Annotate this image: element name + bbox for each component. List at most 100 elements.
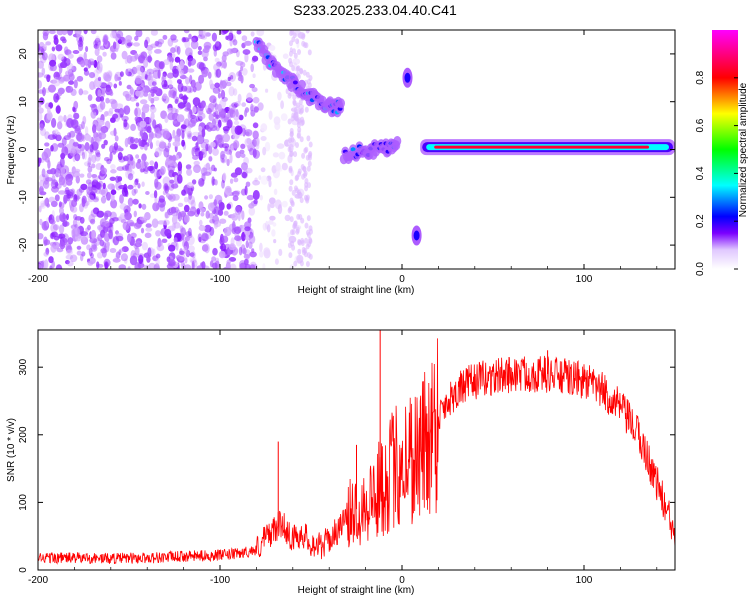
noise-blob (50, 244, 57, 253)
y-tick-label: -20 (18, 237, 29, 252)
noise-blob (96, 210, 105, 218)
noise-blob (155, 171, 163, 177)
noise-blob (215, 68, 222, 78)
noise-blob (79, 173, 85, 178)
noise-blob (190, 259, 197, 264)
noise-blob (185, 76, 190, 85)
noise-blob (111, 217, 119, 222)
noise-blob (105, 97, 110, 104)
noise-blob (271, 229, 276, 237)
noise-blob (39, 191, 47, 196)
noise-blob (176, 256, 185, 263)
noise-blob (92, 124, 97, 134)
noise-blob (109, 248, 117, 253)
noise-blob (38, 107, 44, 114)
noise-blob (241, 171, 248, 179)
noise-blob (304, 178, 309, 184)
noise-blob (229, 153, 233, 164)
noise-blob (179, 225, 184, 233)
noise-blob (149, 160, 155, 166)
noise-blob (135, 30, 143, 38)
noise-blob (187, 195, 195, 205)
noise-blob (138, 138, 142, 147)
noise-blob (306, 135, 311, 142)
noise-blob (153, 67, 159, 73)
noise-blob (200, 100, 206, 109)
noise-blob (127, 184, 134, 190)
noise-blob (211, 176, 215, 187)
noise-blob (281, 200, 288, 208)
noise-blob (163, 59, 170, 66)
noise-blob (223, 226, 232, 237)
noise-blob (240, 153, 246, 159)
noise-blob (89, 61, 95, 66)
noise-blob (51, 117, 57, 128)
noise-blob (218, 201, 225, 211)
noise-blob (143, 169, 149, 175)
noise-blob (150, 112, 155, 121)
noise-blob (229, 263, 237, 269)
noise-blob (99, 100, 106, 110)
trace-blob (337, 98, 345, 109)
noise-blob (76, 132, 85, 143)
noise-blob (241, 188, 247, 196)
noise-blob (292, 94, 297, 101)
noise-blob (138, 254, 144, 264)
noise-blob (70, 188, 76, 197)
noise-blob (191, 135, 198, 142)
noise-blob (201, 128, 206, 138)
noise-blob (129, 255, 138, 266)
noise-blob (212, 112, 217, 118)
noise-blob (308, 253, 313, 260)
noise-blob (135, 90, 141, 97)
noise-blob (96, 252, 104, 259)
noise-blob (305, 243, 310, 250)
noise-blob (103, 35, 108, 45)
noise-blob (268, 110, 273, 120)
noise-blob (215, 134, 223, 144)
noise-blob (137, 183, 141, 189)
noise-blob (308, 141, 313, 148)
noise-blob (71, 228, 76, 239)
noise-blob (304, 185, 309, 192)
noise-blob (237, 93, 242, 103)
noise-blob (176, 46, 181, 55)
noise-blob (97, 62, 103, 72)
noise-blob (191, 35, 199, 43)
noise-blob (244, 52, 249, 63)
noise-blob (191, 251, 196, 259)
noise-blob (169, 179, 175, 184)
noise-blob (58, 201, 62, 208)
noise-blob (204, 195, 209, 200)
noise-blob (90, 229, 97, 240)
noise-blob (170, 47, 176, 54)
noise-blob (84, 126, 89, 136)
noise-blob (287, 92, 292, 99)
y-tick-label: 300 (18, 358, 29, 375)
noise-blob (104, 74, 112, 82)
noise-blob (193, 160, 200, 166)
noise-blob (39, 179, 44, 188)
noise-blob (54, 194, 60, 202)
burst-core (413, 230, 420, 241)
noise-blob (147, 137, 152, 144)
noise-blob (106, 191, 111, 201)
noise-blob (224, 185, 232, 196)
noise-blob (214, 221, 222, 228)
noise-blob (304, 42, 309, 49)
noise-blob (43, 148, 52, 158)
noise-blob (211, 32, 217, 42)
noise-blob (119, 203, 128, 210)
noise-blob (51, 186, 59, 193)
noise-blob (54, 129, 59, 135)
noise-blob (109, 91, 114, 97)
noise-blob (163, 79, 168, 88)
noise-blob (55, 215, 61, 223)
noise-blob (158, 61, 165, 70)
noise-blob (240, 143, 246, 149)
noise-blob (208, 194, 213, 200)
noise-blob (293, 260, 298, 267)
noise-blob (59, 240, 66, 250)
noise-blob (45, 177, 53, 182)
noise-blob (116, 103, 124, 109)
